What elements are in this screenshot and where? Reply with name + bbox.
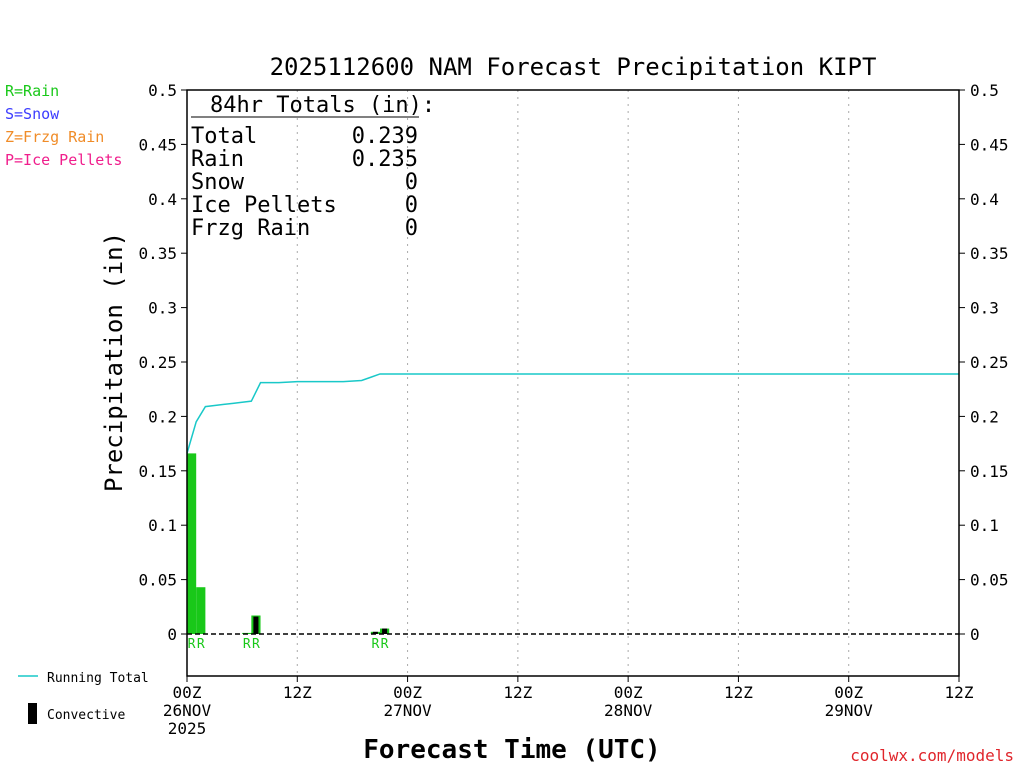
x-tick-label: 00Z bbox=[614, 683, 643, 702]
totals-row-value: 0 bbox=[405, 170, 418, 195]
convective-bar bbox=[372, 631, 378, 634]
ptype-letter: R bbox=[197, 637, 205, 652]
y-tick-label-right: 0 bbox=[970, 625, 980, 644]
ptype-legend-item: P=Ice Pellets bbox=[5, 151, 122, 169]
chart-title: 2025112600 NAM Forecast Precipitation KI… bbox=[270, 53, 877, 81]
x-tick-label: 27NOV bbox=[383, 701, 432, 720]
totals-box: 84hr Totals (in): Total 0.239 Rain 0.235 Snow… bbox=[191, 93, 435, 241]
y-axis-label: Precipitation (in) bbox=[100, 232, 128, 492]
x-tick-label: 12Z bbox=[724, 683, 753, 702]
convective-legend-label: Convective bbox=[47, 708, 125, 723]
totals-row-value: 0.239 bbox=[352, 124, 418, 149]
grid bbox=[296, 90, 850, 676]
totals-row-value: 0 bbox=[405, 216, 418, 241]
y-tick-label-right: 0.45 bbox=[970, 135, 1009, 154]
totals-header: 84hr Totals (in): bbox=[210, 93, 435, 118]
y-tick-label: 0.3 bbox=[148, 299, 177, 318]
x-tick-label: 00Z bbox=[173, 683, 202, 702]
precip-bar bbox=[187, 453, 197, 634]
series-legend: Running Total Convective bbox=[18, 671, 149, 724]
y-axis-left: 0 0.05 0.1 0.15 0.2 0.25 0.3 0.35 0.4 0.45 0.5 bbox=[138, 81, 187, 644]
y-tick-label: 0.45 bbox=[138, 135, 177, 154]
totals-row-label: Rain bbox=[191, 147, 244, 172]
x-tick-label: 26NOV bbox=[163, 701, 212, 720]
y-tick-label-right: 0.4 bbox=[970, 190, 999, 209]
x-tick-label: 12Z bbox=[503, 683, 532, 702]
x-tick-label: 28NOV bbox=[604, 701, 653, 720]
ptype-legend-item: Z=Frzg Rain bbox=[5, 128, 104, 146]
x-tick-label: 12Z bbox=[283, 683, 312, 702]
ptype-letter: R bbox=[371, 637, 379, 652]
y-tick-label: 0 bbox=[167, 625, 177, 644]
x-tick-label: 2025 bbox=[168, 719, 207, 738]
y-tick-label-right: 0.5 bbox=[970, 81, 999, 100]
y-tick-label-right: 0.35 bbox=[970, 244, 1009, 263]
y-tick-label: 0.15 bbox=[138, 462, 177, 481]
ptype-legend-item: R=Rain bbox=[5, 82, 59, 100]
y-tick-label-right: 0.05 bbox=[970, 571, 1009, 590]
convective-bar bbox=[253, 616, 259, 634]
convective-bar bbox=[382, 628, 388, 634]
y-tick-label: 0.25 bbox=[138, 353, 177, 372]
ptype-letter: R bbox=[243, 637, 251, 652]
x-tick-label: 29NOV bbox=[825, 701, 874, 720]
ptype-legend-item: S=Snow bbox=[5, 105, 60, 123]
running-total-legend-label: Running Total bbox=[47, 671, 149, 686]
y-tick-label: 0.2 bbox=[148, 407, 177, 426]
y-tick-label: 0.05 bbox=[138, 571, 177, 590]
y-axis-right: 0 0.05 0.1 0.15 0.2 0.25 0.3 0.35 0.4 0.45 0.5 bbox=[959, 81, 1009, 644]
totals-row-label: Ice Pellets bbox=[191, 193, 337, 218]
totals-row-label: Total bbox=[191, 124, 257, 149]
ptype-letter: R bbox=[188, 637, 196, 652]
y-tick-label-right: 0.3 bbox=[970, 299, 999, 318]
y-tick-label-right: 0.2 bbox=[970, 407, 999, 426]
x-axis-label: Forecast Time (UTC) bbox=[363, 735, 660, 765]
y-tick-label: 0.35 bbox=[138, 244, 177, 263]
ptype-letter: R bbox=[252, 637, 260, 652]
x-tick-label: 00Z bbox=[834, 683, 863, 702]
credit-text: coolwx.com/models bbox=[850, 746, 1014, 765]
y-tick-label: 0.5 bbox=[148, 81, 177, 100]
y-tick-label-right: 0.15 bbox=[970, 462, 1009, 481]
totals-row-label: Snow bbox=[191, 170, 245, 195]
totals-row-label: Frzg Rain bbox=[191, 216, 310, 241]
x-tick-label: 00Z bbox=[393, 683, 422, 702]
precip-bar bbox=[196, 587, 206, 634]
totals-row-value: 0 bbox=[405, 193, 418, 218]
y-tick-label-right: 0.25 bbox=[970, 353, 1009, 372]
ptype-letter: R bbox=[381, 637, 389, 652]
plot-frame bbox=[186, 89, 960, 677]
x-tick-label: 12Z bbox=[945, 683, 974, 702]
running-total-line bbox=[186, 373, 959, 454]
convective-swatch bbox=[28, 703, 37, 724]
totals-row-value: 0.235 bbox=[352, 147, 418, 172]
y-tick-label: 0.1 bbox=[148, 516, 177, 535]
y-tick-label: 0.4 bbox=[148, 190, 177, 209]
ptype-legend: R=Rain S=Snow Z=Frzg Rain P=Ice Pellets bbox=[5, 82, 122, 169]
y-tick-label-right: 0.1 bbox=[970, 516, 999, 535]
precip-bars bbox=[187, 453, 390, 634]
